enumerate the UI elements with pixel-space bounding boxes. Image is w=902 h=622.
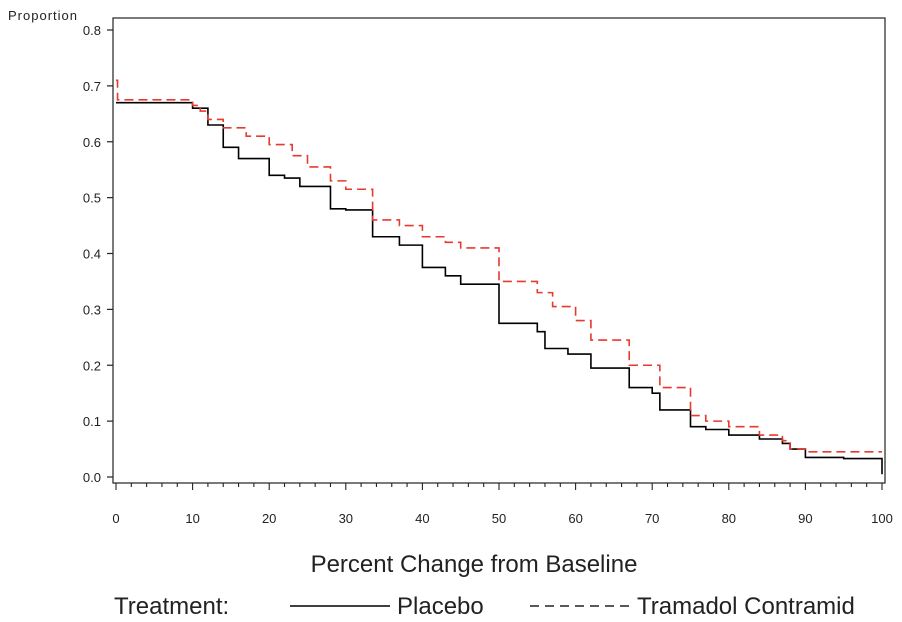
y-axis: 0.0 0.1 0.2 0.3 0.4 0.5 0.6 0.7 0.8 [83,23,113,485]
legend-title: Treatment: [114,593,229,620]
y-tick-label: 0.4 [83,247,101,262]
x-tick-label: 90 [798,511,812,526]
y-tick-label: 0.1 [83,414,101,429]
series-tramadol-line [116,79,882,453]
y-tick-label: 0.5 [83,191,101,206]
legend-label-tramadol: Tramadol Contramid [637,593,855,620]
y-tick-label: 0.8 [83,23,101,38]
x-tick-label: 80 [722,511,736,526]
x-tick-label: 0 [112,511,119,526]
legend-label-placebo: Placebo [397,593,484,620]
series-layer [116,79,883,475]
x-tick-label: 60 [568,511,582,526]
x-tick-label: 50 [492,511,506,526]
y-tick-label: 0.2 [83,358,101,373]
x-tick-label: 10 [185,511,199,526]
y-tick-label: 0.7 [83,79,101,94]
x-tick-label: 100 [871,511,893,526]
y-tick-label: 0.0 [83,470,101,485]
series-placebo-line [116,101,883,475]
legend: Treatment: Placebo Tramadol Contramid [114,593,855,620]
y-axis-title: Proportion [8,8,78,23]
x-axis-title: Percent Change from Baseline [311,551,638,578]
x-tick-label: 30 [339,511,353,526]
x-tick-label: 40 [415,511,429,526]
x-tick-label: 70 [645,511,659,526]
y-tick-label: 0.6 [83,135,101,150]
x-axis: 0 10 20 30 40 50 60 70 80 90 100 [112,483,893,526]
x-tick-label: 20 [262,511,276,526]
y-tick-label: 0.3 [83,302,101,317]
